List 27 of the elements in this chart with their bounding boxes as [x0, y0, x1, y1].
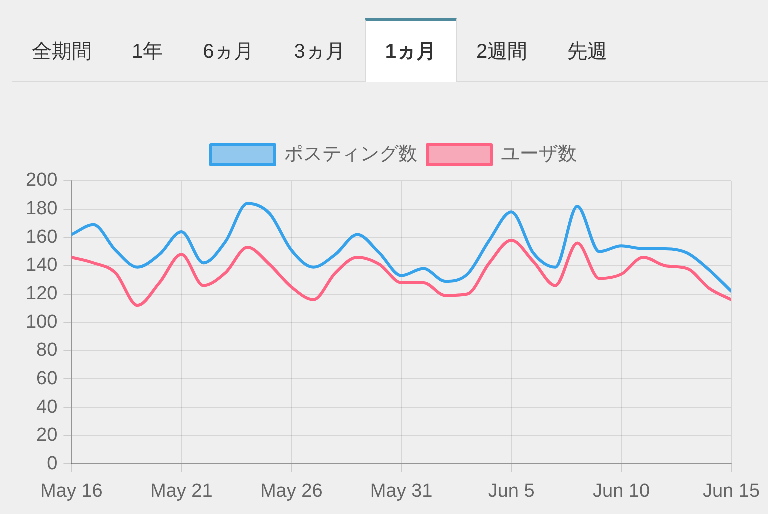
tab[interactable]: 3ヵ月 [274, 18, 366, 82]
tab[interactable]: 1年 [112, 18, 184, 82]
y-tick-label: 60 [36, 368, 58, 390]
y-tick-label: 40 [36, 396, 58, 418]
y-tick-label: 120 [26, 284, 58, 305]
y-tick-label: 0 [47, 453, 58, 474]
x-tick-label: May 21 [150, 480, 213, 502]
y-tick-label: 20 [36, 425, 58, 446]
y-tick-label: 200 [26, 170, 58, 192]
tab[interactable]: 先週 [548, 18, 628, 82]
tab[interactable]: 1ヵ月 [365, 18, 456, 82]
x-tick-label: May 16 [40, 480, 103, 502]
x-tick-label: May 26 [260, 480, 323, 502]
x-tick-label: May 31 [370, 480, 433, 502]
y-tick-label: 80 [36, 340, 58, 362]
legend-label: ポスティング数 [284, 144, 418, 166]
tab[interactable]: 2週間 [456, 18, 548, 82]
y-tick-label: 140 [26, 255, 58, 276]
tab[interactable]: 6ヵ月 [183, 18, 274, 82]
legend-label: ユーザ数 [501, 144, 577, 166]
y-tick-label: 160 [26, 226, 58, 248]
x-tick-label: Jun 15 [702, 480, 760, 502]
x-tick-label: Jun 10 [592, 480, 650, 502]
y-tick-label: 180 [26, 198, 58, 220]
x-tick-label: Jun 5 [488, 480, 535, 502]
y-tick-label: 100 [26, 312, 58, 333]
tab[interactable]: 全期間 [12, 18, 112, 82]
